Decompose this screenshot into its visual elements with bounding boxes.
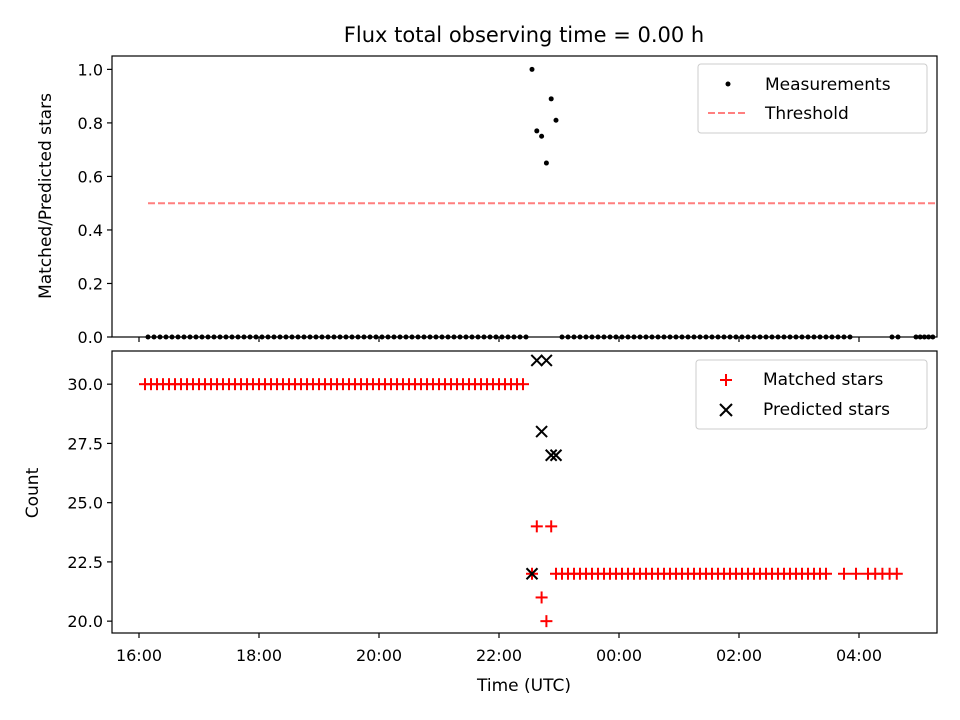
ratio-legend: Measurements Threshold <box>697 63 928 134</box>
ratio-axes: 0.0 0.2 0.4 0.6 0.8 1.0 <box>78 55 938 347</box>
x-tick-label: 22:00 <box>476 646 522 665</box>
series-matched-stars <box>139 378 903 628</box>
matched-stars-point <box>535 591 548 604</box>
matched-stars-point <box>850 567 862 580</box>
legend-threshold-label: Threshold <box>764 104 849 124</box>
measurement-point <box>529 66 535 72</box>
legend-predicted-label: Predicted stars <box>763 400 890 420</box>
predicted-stars-point <box>535 425 548 438</box>
x-tick-label: 18:00 <box>236 646 282 665</box>
x-tick-label: 00:00 <box>596 646 642 665</box>
predicted-stars-point <box>525 567 539 580</box>
legend-measurements-marker <box>725 81 731 87</box>
legend-predicted-marker <box>719 403 733 417</box>
ratio-y-axis-label: Matched/Predicted stars <box>36 93 56 299</box>
ratio-y-tick-label: 0.2 <box>78 274 103 293</box>
matched-stars-point <box>517 378 529 391</box>
x-tick-label: 16:00 <box>116 646 162 665</box>
series-predicted-stars <box>525 354 563 580</box>
matched-stars-point <box>890 567 903 580</box>
legend-measurements-label: Measurements <box>765 75 891 95</box>
measurement-point <box>534 128 540 134</box>
matched-stars-point <box>838 567 850 580</box>
matched-stars-point <box>545 520 558 533</box>
x-axis-label: Time (UTC) <box>476 676 571 696</box>
count-y-tick-label: 22.5 <box>67 553 103 572</box>
count-y-tick-label: 30.0 <box>67 375 103 394</box>
ratio-y-tick-label: 0.6 <box>78 167 103 186</box>
count-panel: 20.0 22.5 25.0 27.5 30.0 16:00 18:00 20:00 22:00… <box>23 350 938 665</box>
count-plot-area <box>139 354 903 628</box>
ratio-y-tick-label: 0.4 <box>78 221 103 240</box>
legend-matched-marker <box>720 374 732 386</box>
measurement-point <box>548 96 554 102</box>
matched-stars-point <box>540 615 553 628</box>
predicted-stars-point <box>549 449 563 462</box>
count-legend-box <box>695 359 928 430</box>
predicted-stars-point <box>540 354 553 367</box>
measurement-point <box>539 133 545 139</box>
measurement-point <box>553 117 559 123</box>
predicted-stars-point <box>530 354 544 367</box>
count-y-tick-label: 25.0 <box>67 494 103 513</box>
count-frame <box>111 350 938 634</box>
count-y-tick-label: 20.0 <box>67 612 103 631</box>
ratio-panel: 0.0 0.2 0.4 0.6 0.8 1.0 Matched/Predicted sta… <box>36 55 938 347</box>
x-tick-label: 02:00 <box>716 646 762 665</box>
x-tick-label: 20:00 <box>356 646 402 665</box>
matched-stars-point <box>820 567 832 580</box>
ratio-legend-box <box>697 63 928 134</box>
count-y-axis-label: Count <box>23 467 43 518</box>
count-legend: Matched stars Predicted stars <box>695 359 928 430</box>
ratio-y-tick-label: 0.8 <box>78 114 103 133</box>
x-tick-label: 04:00 <box>836 646 882 665</box>
count-axes: 20.0 22.5 25.0 27.5 30.0 16:00 18:00 20:00 22:00… <box>67 350 938 665</box>
predicted-stars-point <box>544 449 558 462</box>
ratio-y-tick-label: 0.0 <box>78 328 103 347</box>
count-y-tick-label: 27.5 <box>67 434 103 453</box>
chart-title: Flux total observing time = 0.00 h <box>344 23 704 47</box>
ratio-y-tick-label: 1.0 <box>78 60 103 79</box>
legend-matched-label: Matched stars <box>763 370 883 390</box>
ratio-frame <box>111 55 938 338</box>
matched-stars-point <box>530 520 543 533</box>
measurement-point <box>543 160 549 166</box>
